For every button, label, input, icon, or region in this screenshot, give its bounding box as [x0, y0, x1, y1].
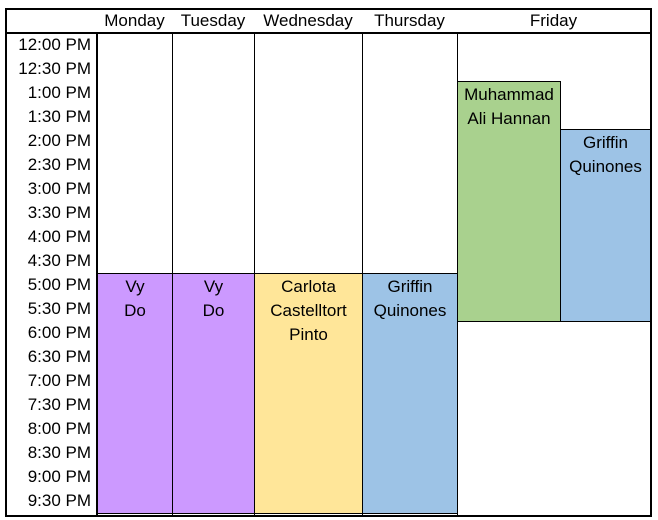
time-label: 8:30 PM — [27, 443, 91, 462]
time-label: 2:00 PM — [27, 131, 91, 150]
event-name-line: Pinto — [289, 325, 328, 344]
event-name-line: Vy — [203, 277, 224, 296]
time-label: 8:00 PM — [27, 419, 91, 438]
event-name-line: Griffin — [582, 133, 629, 152]
event-name-line: Griffin — [387, 277, 433, 296]
time-label: 1:00 PM — [27, 83, 91, 102]
time-label: 3:00 PM — [27, 179, 91, 198]
event-name-line: Quinones — [569, 157, 642, 176]
event-name-line: Carlota — [281, 277, 336, 296]
day-header-tuesday: Tuesday — [180, 11, 246, 30]
event-block[interactable]: Carlota Castelltort Pinto — [254, 273, 363, 514]
header-divider — [5, 32, 650, 34]
event-block[interactable]: Vy Do — [172, 273, 255, 514]
event-block[interactable]: Griffin Quinones — [362, 273, 458, 514]
time-label: 7:00 PM — [27, 371, 91, 390]
time-label: 4:00 PM — [27, 227, 91, 246]
time-label: 2:30 PM — [27, 155, 91, 174]
day-header-monday: Monday — [104, 11, 165, 30]
time-label: 3:30 PM — [27, 203, 91, 222]
event-name-line: Do — [124, 301, 146, 320]
day-header-friday: Friday — [529, 11, 578, 30]
event-name-line: Muhammad — [464, 85, 554, 104]
event-name-line: Do — [202, 301, 225, 320]
event-name-line: Ali Hannan — [467, 109, 551, 128]
day-header-wednesday: Wednesday — [263, 11, 353, 30]
event-name-line: Quinones — [373, 301, 447, 320]
event-block[interactable]: Muhammad Ali Hannan — [457, 81, 561, 322]
schedule-grid — [5, 8, 652, 517]
event-block[interactable]: Griffin Quinones — [560, 129, 651, 322]
time-label: 7:30 PM — [27, 395, 91, 414]
time-label: 12:30 PM — [18, 59, 91, 78]
time-label: 12:00 PM — [18, 35, 91, 54]
time-label: 5:00 PM — [27, 275, 91, 294]
event-name-line: Vy — [125, 277, 145, 296]
time-label: 5:30 PM — [27, 299, 91, 318]
event-name-line: Castelltort — [270, 301, 347, 320]
time-label: 1:30 PM — [27, 107, 91, 126]
time-label: 9:30 PM — [27, 491, 91, 510]
time-label: 6:00 PM — [27, 323, 91, 342]
event-block[interactable]: Vy Do — [97, 273, 173, 514]
time-label: 9:00 PM — [27, 467, 91, 486]
time-label: 6:30 PM — [27, 347, 91, 366]
day-header-thursday: Thursday — [374, 11, 445, 30]
time-label: 4:30 PM — [27, 251, 91, 270]
